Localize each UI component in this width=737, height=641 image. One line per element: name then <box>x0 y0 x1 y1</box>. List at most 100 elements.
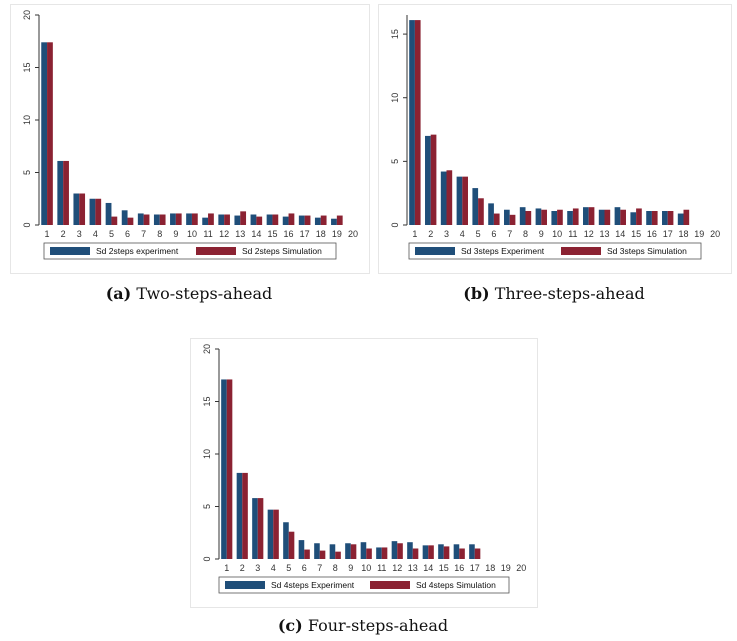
x-tick-label: 5 <box>476 229 481 239</box>
x-tick-label: 1 <box>45 229 50 239</box>
legend-box <box>43 242 337 260</box>
x-tick-label: 7 <box>507 229 512 239</box>
bar-experiment <box>438 544 444 559</box>
x-tick-label: 2 <box>428 229 433 239</box>
x-tick-label: 9 <box>539 229 544 239</box>
bar-simulation <box>256 216 263 225</box>
x-tick-label: 20 <box>348 229 358 239</box>
y-tick-label: 10 <box>202 449 212 459</box>
bar-experiment <box>391 541 398 559</box>
bar-experiment <box>170 213 176 225</box>
bar-experiment <box>186 213 192 225</box>
bar-experiment <box>266 214 273 225</box>
bar-simulation <box>446 170 453 225</box>
bar-simulation <box>636 208 642 225</box>
bar-simulation <box>381 547 388 559</box>
y-tick-label: 10 <box>390 93 400 103</box>
bar-simulation <box>272 214 279 225</box>
x-tick-label: 1 <box>412 229 417 239</box>
bar-simulation <box>191 213 198 225</box>
bar-simulation <box>288 213 295 225</box>
caption-b: (b) Three-steps-ahead <box>378 284 730 303</box>
chart-panel-c: 0 5 10 15 20 1 2 3 4 5 6 7 8 9 10 11 12 13 14 15 16 17 18 19 20 S… <box>190 338 538 608</box>
bar-experiment <box>153 214 160 225</box>
legend-label-experiment: Sd 2steps experiment <box>96 246 179 256</box>
y-tick-label: 20 <box>22 10 32 20</box>
y-tick-label: 0 <box>202 556 212 561</box>
bar-experiment <box>425 135 431 225</box>
y-tick-label: 0 <box>390 222 400 227</box>
bar-experiment <box>488 203 494 225</box>
legend-swatch-experiment <box>415 247 455 255</box>
chart-panel-a: 0 5 10 15 20 1 2 3 4 5 6 7 8 9 10 11 12 13 14 15 16 17 18 19 20 S… <box>10 4 370 274</box>
x-tick-label: 10 <box>361 563 371 573</box>
bar-simulation <box>304 549 310 559</box>
y-tick-label: 15 <box>22 62 32 72</box>
bar-experiment <box>407 542 413 559</box>
bar-simulation <box>79 193 86 225</box>
x-tick-label: 18 <box>678 229 688 239</box>
legend-swatch-simulation <box>561 247 601 255</box>
bar-simulation <box>459 548 465 559</box>
x-tick-label: 18 <box>316 229 326 239</box>
bar-simulation <box>143 214 150 225</box>
legend-label-simulation: Sd 3steps Simulation <box>607 246 687 256</box>
y-tick-label: 5 <box>22 170 32 175</box>
bar-simulation <box>541 209 547 225</box>
legend-swatch-experiment <box>225 581 265 589</box>
bar-experiment <box>314 543 320 559</box>
bar-simulation <box>509 214 516 225</box>
bar-simulation <box>175 213 182 225</box>
x-tick-label: 7 <box>317 563 322 573</box>
bar-simulation <box>320 215 327 225</box>
legend-swatch-simulation <box>196 247 236 255</box>
bar-simulation <box>288 531 295 559</box>
bar-simulation <box>336 215 343 225</box>
x-tick-label: 3 <box>255 563 260 573</box>
bar-experiment <box>360 542 367 559</box>
bar-simulation <box>667 211 674 225</box>
bar-experiment <box>519 207 526 225</box>
bar-simulation <box>127 217 134 225</box>
bar-experiment <box>331 218 337 225</box>
bar-simulation <box>366 548 372 559</box>
bar-simulation <box>350 544 357 559</box>
bar-experiment <box>614 207 621 225</box>
x-tick-label: 19 <box>501 563 511 573</box>
bar-simulation <box>304 215 311 225</box>
bar-simulation <box>240 211 247 225</box>
bar-experiment <box>453 544 460 559</box>
bar-experiment <box>376 547 382 559</box>
x-tick-label: 9 <box>173 229 178 239</box>
x-tick-label: 3 <box>77 229 82 239</box>
x-tick-label: 19 <box>694 229 704 239</box>
x-tick-label: 3 <box>444 229 449 239</box>
bar-simulation <box>397 543 403 559</box>
y-tick-label: 15 <box>390 29 400 39</box>
x-tick-label: 7 <box>141 229 146 239</box>
x-tick-label: 14 <box>423 563 433 573</box>
x-tick-label: 10 <box>552 229 562 239</box>
bar-experiment <box>440 171 447 225</box>
bar-experiment <box>567 211 573 225</box>
bar-experiment <box>630 212 637 225</box>
caption-c-text: Four-steps-ahead <box>307 616 449 635</box>
bar-experiment <box>267 509 274 559</box>
bar-simulation <box>474 548 481 559</box>
bar-experiment <box>57 160 64 225</box>
bar-experiment <box>41 42 48 225</box>
x-tick-label: 20 <box>710 229 720 239</box>
x-tick-label: 17 <box>663 229 673 239</box>
x-tick-label: 4 <box>93 229 98 239</box>
x-tick-label: 14 <box>251 229 261 239</box>
bar-experiment <box>583 207 589 225</box>
x-tick-label: 12 <box>392 563 402 573</box>
legend-label-experiment: Sd 4steps Experiment <box>271 580 355 590</box>
bar-simulation <box>414 20 421 225</box>
legend: Sd 3steps Experiment Sd 3steps Simulation <box>408 242 702 260</box>
bar-experiment <box>250 214 257 225</box>
bar-simulation <box>428 545 434 559</box>
bar-experiment <box>329 544 336 559</box>
x-tick-label: 14 <box>615 229 625 239</box>
